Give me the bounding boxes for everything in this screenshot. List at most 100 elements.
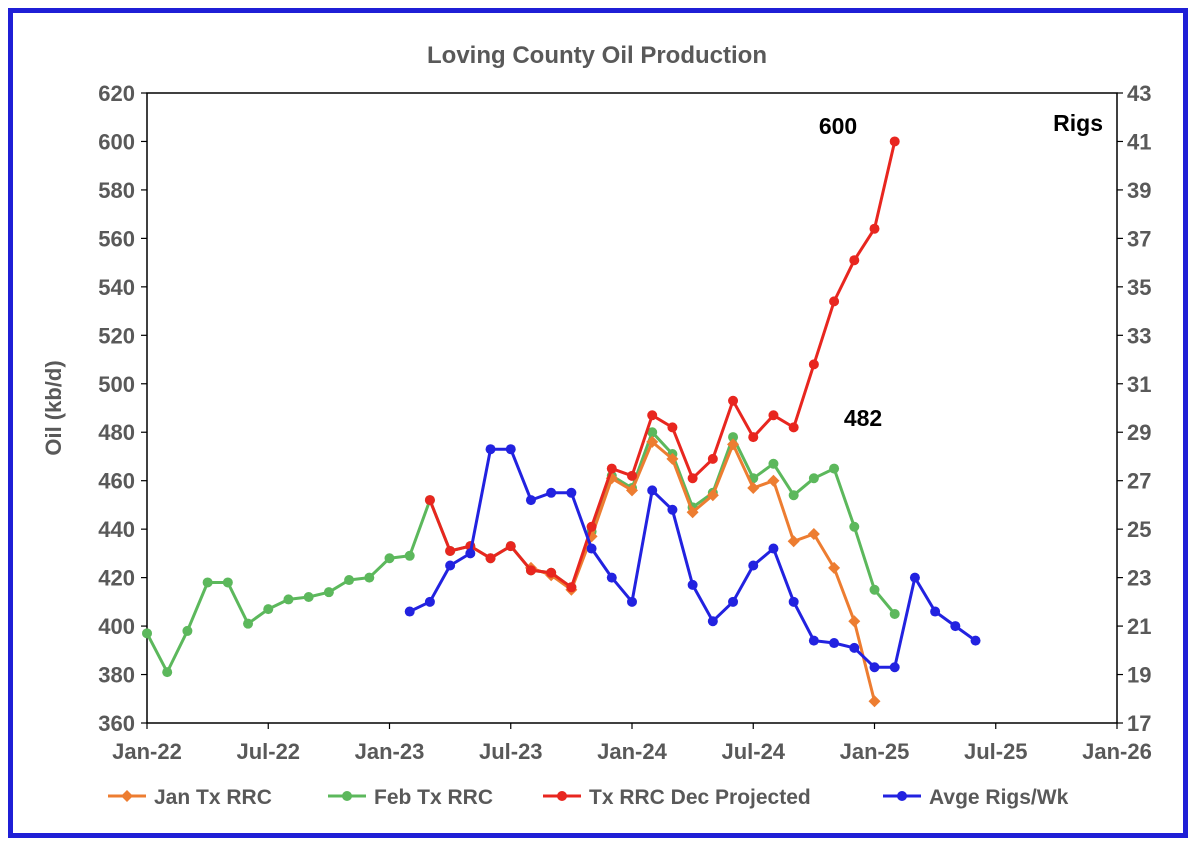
data-point — [627, 470, 637, 481]
data-point — [222, 577, 233, 588]
data-point — [829, 296, 840, 307]
data-point — [162, 667, 173, 678]
data-point — [889, 608, 900, 619]
data-point — [768, 458, 779, 469]
x-tick-label: Jul-23 — [479, 739, 543, 764]
data-point — [687, 473, 698, 484]
y-tick-label: 600 — [98, 129, 135, 154]
y-tick-label: 580 — [98, 178, 135, 203]
data-point — [748, 432, 759, 443]
series-3 — [404, 444, 981, 673]
data-point — [566, 582, 577, 593]
y2-tick-label: 39 — [1127, 178, 1151, 203]
data-point — [686, 506, 699, 519]
data-point — [768, 410, 779, 421]
data-point — [889, 136, 900, 147]
annotation-482: 482 — [844, 405, 882, 431]
annotation-600: 600 — [819, 113, 857, 139]
y2-tick-label: 19 — [1127, 663, 1151, 688]
data-point — [787, 535, 800, 548]
data-point — [263, 604, 274, 615]
data-point — [303, 592, 314, 602]
data-point — [525, 495, 536, 506]
legend-marker — [557, 791, 567, 801]
y-tick-label: 540 — [98, 275, 135, 300]
legend: Jan Tx RRC Feb Tx RRC Tx RRC Dec Projected… — [108, 786, 1069, 809]
data-point — [869, 584, 880, 595]
data-point — [849, 255, 860, 266]
data-point — [445, 545, 456, 556]
legend-label: Jan Tx RRC — [154, 786, 272, 809]
x-tick-label: Jul-25 — [964, 739, 1028, 764]
data-point — [788, 596, 799, 607]
data-point — [525, 565, 536, 576]
data-point — [970, 635, 981, 646]
data-point — [706, 489, 719, 502]
data-point — [808, 359, 819, 370]
data-point — [828, 561, 841, 574]
y2-tick-label: 21 — [1127, 614, 1151, 639]
x-tick-label: Jan-25 — [840, 739, 910, 764]
data-point — [485, 553, 496, 564]
data-point — [364, 572, 375, 583]
data-point — [465, 548, 476, 559]
y-tick-label: 440 — [98, 517, 135, 542]
data-point — [646, 435, 659, 448]
y2-tick-label: 41 — [1127, 129, 1151, 154]
legend-item: Tx RRC Dec Projected — [543, 786, 811, 809]
y-tick-label: 480 — [98, 420, 135, 445]
data-point — [930, 606, 941, 617]
data-point — [829, 638, 840, 649]
x-tick-label: Jan-22 — [112, 739, 182, 764]
data-point — [748, 560, 759, 571]
legend-item: Feb Tx RRC — [328, 786, 493, 809]
legend-label: Feb Tx RRC — [374, 786, 493, 809]
y2-tick-label: 25 — [1127, 517, 1151, 542]
chart-title: Loving County Oil Production — [427, 42, 767, 69]
data-point — [808, 473, 819, 484]
data-point — [667, 422, 678, 433]
y-tick-label: 360 — [98, 711, 135, 736]
y2-tick-label: 29 — [1127, 420, 1151, 445]
data-point — [546, 567, 557, 578]
y2-tick-label: 43 — [1127, 81, 1151, 106]
data-point — [202, 577, 213, 588]
data-point — [323, 587, 334, 598]
data-point — [889, 662, 900, 673]
data-point — [869, 223, 880, 234]
data-point — [182, 625, 193, 636]
data-point — [788, 490, 799, 501]
data-point — [424, 495, 435, 506]
data-point — [788, 422, 799, 433]
y-axis-label: Oil (kb/d) — [41, 360, 66, 455]
legend-item: Jan Tx RRC — [108, 786, 272, 809]
data-point — [424, 596, 435, 607]
y2-tick-label: 33 — [1127, 323, 1151, 348]
data-point — [586, 521, 597, 532]
data-point — [707, 453, 718, 464]
data-point — [647, 485, 658, 496]
data-point — [505, 541, 516, 552]
data-point — [647, 427, 658, 438]
data-point — [384, 553, 395, 564]
data-point — [747, 481, 760, 494]
data-point — [606, 572, 617, 583]
data-point — [626, 484, 638, 497]
data-point — [142, 628, 152, 639]
data-point — [586, 543, 597, 554]
y-tick-label: 560 — [98, 226, 135, 251]
data-point — [849, 521, 860, 532]
legend-label: Avge Rigs/Wk — [929, 786, 1069, 809]
data-point — [243, 618, 254, 629]
y2-tick-label: 27 — [1127, 469, 1151, 494]
legend-item: Avge Rigs/Wk — [883, 786, 1069, 809]
legend-marker — [342, 791, 352, 801]
data-point — [627, 596, 637, 607]
y2-tick-label: 23 — [1127, 566, 1151, 591]
x-tick-label: Jul-22 — [236, 739, 300, 764]
x-tick-label: Jan-26 — [1082, 739, 1152, 764]
data-point — [728, 395, 739, 406]
line-chart: Loving County Oil Production Oil (kb/d) … — [41, 42, 1152, 809]
data-point — [849, 642, 860, 653]
data-point — [727, 438, 740, 451]
